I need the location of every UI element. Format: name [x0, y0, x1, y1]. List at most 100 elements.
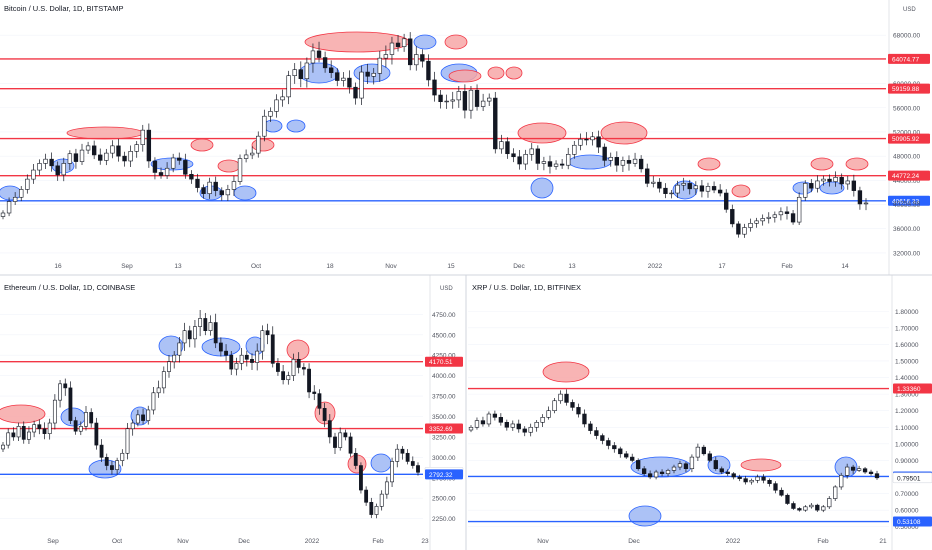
resistance-touch-oval	[66, 126, 144, 140]
y-tick-label: 4250.00	[432, 353, 456, 360]
candle-body	[874, 473, 880, 479]
candle	[182, 322, 187, 351]
candle-body	[614, 157, 620, 166]
candle	[772, 211, 778, 223]
candle	[767, 478, 772, 487]
candle	[213, 313, 218, 349]
candle-body	[779, 489, 784, 496]
candle	[614, 151, 620, 172]
level-tag-label: 2792.32	[429, 472, 453, 479]
candle-body	[327, 420, 332, 438]
candle	[659, 469, 665, 477]
candle	[189, 170, 194, 184]
candle-body	[270, 334, 275, 364]
y-tick-label: 1.70000	[895, 325, 919, 332]
candle	[590, 132, 595, 146]
level-tag-label: 44772.24	[892, 173, 919, 180]
candle-body	[312, 391, 317, 394]
candle-body	[850, 466, 856, 471]
candle	[414, 46, 419, 71]
candle	[140, 124, 145, 152]
candle-body	[130, 422, 135, 430]
candle-body	[316, 50, 322, 58]
eth-panel: Ethereum / U.S. Dollar, 1D, COINBASE USD…	[0, 283, 464, 545]
candle-body	[333, 436, 337, 448]
candle-body	[689, 456, 695, 470]
candle-body	[426, 60, 431, 81]
candle	[523, 149, 528, 170]
candle-body	[244, 354, 249, 360]
last-price-label: 40254.98	[893, 200, 920, 207]
candle	[534, 420, 539, 432]
candle-body	[659, 471, 665, 474]
candle	[474, 417, 480, 430]
candle-body	[663, 187, 668, 194]
y-tick-label: 1.50000	[895, 358, 919, 365]
candle	[229, 351, 234, 375]
candle-body	[63, 383, 68, 389]
candle-body	[328, 67, 334, 73]
candle-body	[347, 77, 352, 88]
candle	[641, 466, 647, 476]
candle-body	[335, 72, 340, 81]
candle	[395, 35, 401, 52]
candle	[120, 449, 125, 467]
candle	[618, 446, 623, 458]
y-tick-label: 0.70000	[895, 491, 919, 498]
candle-body	[110, 465, 114, 470]
y-tick-label: 4500.00	[432, 332, 456, 339]
level-tag	[888, 170, 930, 181]
candle	[348, 432, 353, 457]
candle-body	[310, 50, 316, 64]
candle	[809, 179, 814, 193]
candle-body	[612, 445, 617, 450]
candle	[687, 179, 692, 195]
candle-body	[405, 452, 410, 462]
candle	[256, 131, 261, 158]
candle-body	[636, 460, 641, 470]
x-tick-label: Dec	[238, 538, 250, 545]
candle	[316, 41, 322, 63]
candle-body	[724, 192, 729, 210]
candle	[724, 189, 729, 213]
candle	[67, 150, 73, 171]
candle	[736, 221, 741, 238]
candle-body	[796, 196, 802, 223]
candle-body	[552, 400, 557, 411]
candle-body	[177, 342, 182, 356]
candle	[158, 167, 164, 179]
candle-body	[256, 135, 261, 154]
candle	[374, 503, 379, 519]
resistance-touch-oval	[487, 66, 505, 80]
candle-body	[505, 141, 510, 155]
candle-body	[98, 154, 103, 161]
candle	[663, 183, 668, 199]
candle	[364, 486, 369, 506]
candle-body	[234, 363, 239, 370]
candle	[146, 405, 151, 425]
candle	[347, 70, 352, 94]
candle	[636, 458, 641, 471]
candle	[815, 503, 820, 512]
candle	[1, 442, 5, 453]
candle-body	[468, 89, 474, 111]
candle-body	[638, 158, 644, 170]
candle-body	[737, 476, 742, 479]
candle-body	[152, 160, 158, 173]
y-tick-label: 36000.00	[893, 226, 920, 233]
resistance-touch-oval	[697, 157, 721, 171]
candle-body	[49, 158, 54, 167]
candle	[540, 414, 545, 428]
y-tick-label: 3250.00	[432, 434, 456, 441]
candle-body	[68, 387, 73, 421]
candle	[167, 355, 171, 378]
candle	[791, 501, 796, 510]
candle-body	[528, 426, 533, 433]
candle	[301, 363, 306, 376]
candle-body	[172, 354, 177, 363]
candle	[450, 91, 455, 109]
x-tick-label: Feb	[817, 538, 829, 545]
candle-body	[395, 42, 401, 47]
y-tick-label: 1.00000	[895, 441, 919, 448]
candle-body	[134, 144, 139, 152]
